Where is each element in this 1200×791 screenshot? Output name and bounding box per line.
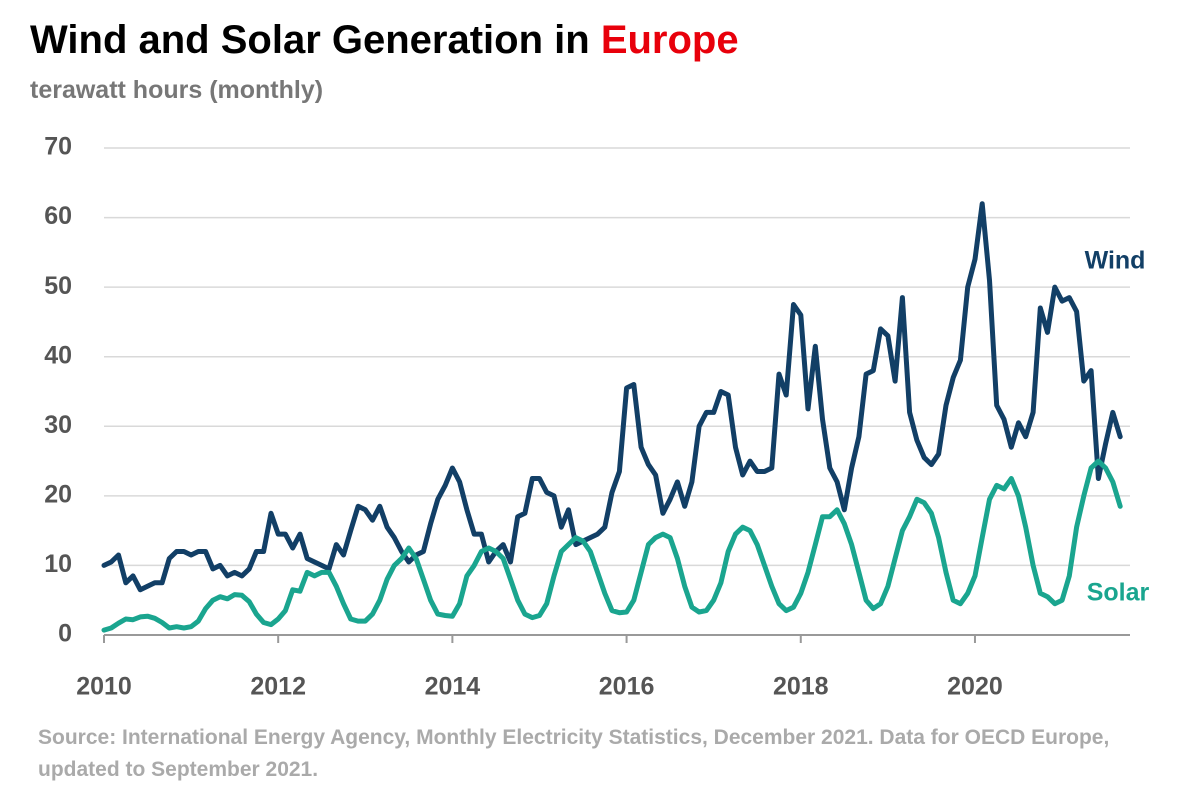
title-highlight: Europe	[600, 18, 739, 62]
y-tick-label: 30	[44, 411, 72, 439]
subtitle: terawatt hours (monthly)	[30, 76, 324, 104]
chart-title: Wind and Solar Generation in Europe	[30, 18, 739, 63]
x-tick-label: 2016	[599, 673, 655, 701]
title-text: Wind and Solar Generation in	[30, 18, 590, 62]
y-tick-label: 70	[44, 133, 72, 161]
series-line	[101, 458, 1123, 633]
y-tick-label: 20	[44, 480, 72, 508]
x-tick-label: 2020	[947, 673, 1003, 701]
series-line	[101, 201, 1123, 593]
series-label: Solar	[1087, 579, 1150, 607]
x-tick-label: 2012	[250, 673, 306, 701]
y-tick-label: 0	[58, 620, 72, 648]
series-label: Wind	[1085, 247, 1146, 275]
y-tick-label: 60	[44, 202, 72, 230]
y-tick-label: 40	[44, 341, 72, 369]
x-tick-label: 2010	[76, 673, 132, 701]
y-tick-label: 10	[44, 550, 72, 578]
x-tick-label: 2018	[773, 673, 829, 701]
source-note: Source: International Energy Agency, Mon…	[38, 726, 1110, 781]
x-tick-label: 2014	[425, 673, 481, 701]
y-tick-label: 50	[44, 272, 72, 300]
